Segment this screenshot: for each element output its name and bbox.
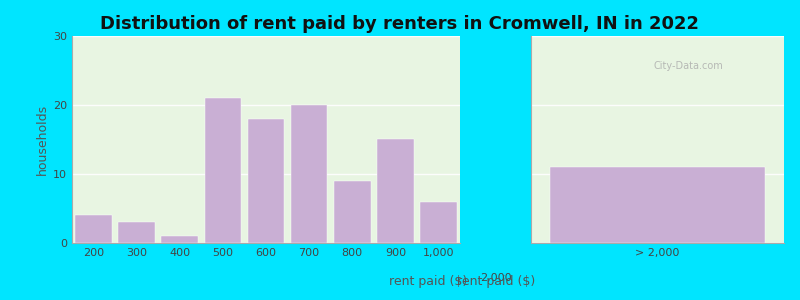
- Text: City-Data.com: City-Data.com: [653, 61, 723, 71]
- Text: rent paid ($): rent paid ($): [389, 275, 467, 288]
- Bar: [162, 236, 198, 243]
- Bar: [248, 119, 284, 243]
- Bar: [118, 222, 155, 243]
- Bar: [291, 105, 327, 243]
- Bar: [420, 202, 457, 243]
- Text: rent paid ($): rent paid ($): [457, 275, 534, 288]
- Bar: [75, 215, 112, 243]
- Bar: [205, 98, 242, 243]
- Text: Distribution of rent paid by renters in Cromwell, IN in 2022: Distribution of rent paid by renters in …: [101, 15, 699, 33]
- Y-axis label: households: households: [36, 104, 49, 175]
- Bar: [377, 140, 414, 243]
- Bar: [334, 181, 370, 243]
- Bar: [550, 167, 765, 243]
- Text: 2,000: 2,000: [480, 273, 511, 283]
